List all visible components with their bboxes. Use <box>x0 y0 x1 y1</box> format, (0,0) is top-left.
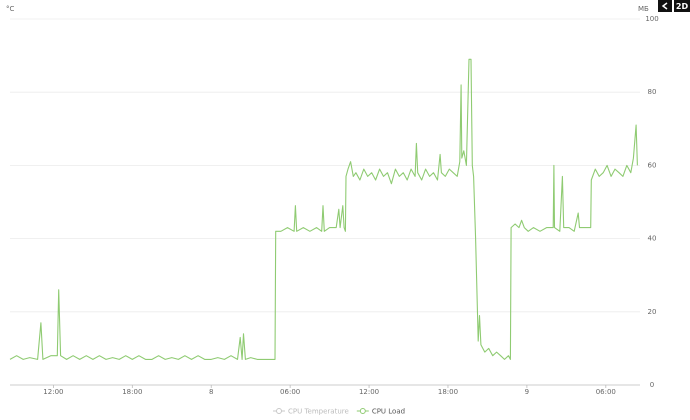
y-tick-label: 80 <box>648 88 657 96</box>
legend-marker <box>359 408 366 414</box>
left-axis-label: °C <box>6 5 15 13</box>
x-tick-label: 9 <box>525 388 529 396</box>
x-tick-label: 8 <box>209 388 213 396</box>
x-tick-label: 12:00 <box>43 388 63 396</box>
y-axis-label: МБ <box>638 5 649 13</box>
y-tick-label: 20 <box>648 308 657 316</box>
x-tick-label: 18:00 <box>122 388 142 396</box>
legend-label[interactable]: CPU Temperature <box>288 408 349 416</box>
y-tick-label: 0 <box>650 381 654 389</box>
mode-button[interactable] <box>674 0 690 12</box>
back-icon <box>661 2 668 10</box>
y-tick-label: 60 <box>648 161 657 169</box>
back-button[interactable] <box>658 0 672 12</box>
x-tick-label: 18:00 <box>438 388 458 396</box>
mode-label[interactable]: 2D <box>676 2 689 11</box>
x-tick-label: 06:00 <box>596 388 616 396</box>
x-tick-label: 12:00 <box>359 388 379 396</box>
y-tick-label: 40 <box>648 235 657 243</box>
line-series <box>9 58 638 360</box>
x-tick-label: 06:00 <box>280 388 300 396</box>
y-tick-label: 100 <box>645 15 658 23</box>
legend-marker <box>276 408 282 414</box>
legend-label[interactable]: CPU Load <box>372 408 405 416</box>
